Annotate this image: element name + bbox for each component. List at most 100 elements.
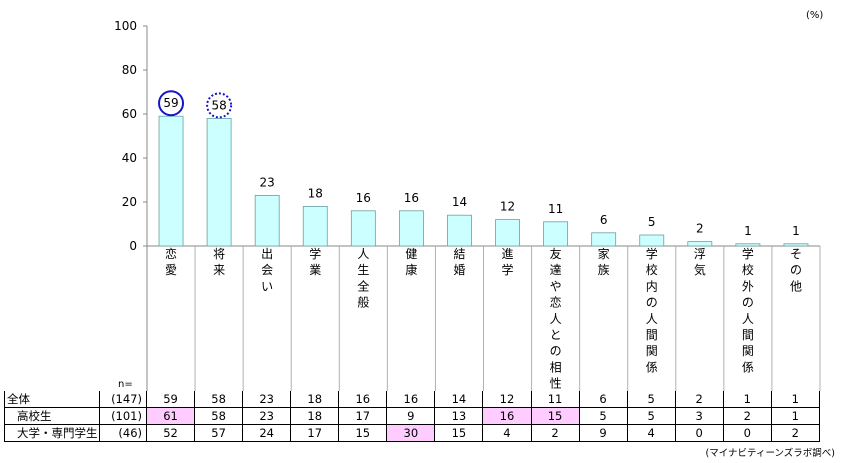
row-label: 全体 xyxy=(4,391,100,408)
value-label: 59 xyxy=(163,96,178,110)
value-label: 1 xyxy=(792,224,800,238)
row-n: (101) xyxy=(99,407,147,425)
n-label: n= xyxy=(118,379,133,390)
table-cell: 18 xyxy=(290,407,340,425)
table-cell: 15 xyxy=(434,424,484,442)
circle-annotation xyxy=(158,90,185,117)
table-row: 高校生 (101) 61 58 23 18 17 9 13 16 15 5 5 3 2 1 xyxy=(4,407,820,425)
table-cell: 58 xyxy=(194,391,244,408)
bar xyxy=(639,234,665,247)
y-tick-label: 20 xyxy=(122,195,137,209)
table-cell: 59 xyxy=(145,391,196,408)
bar xyxy=(206,118,232,247)
table-cell: 5 xyxy=(578,407,628,425)
bar xyxy=(687,241,713,247)
bars xyxy=(158,115,809,247)
x-tick-label: 学校外の人間関係 xyxy=(742,246,754,374)
table-cell: 24 xyxy=(242,424,292,442)
bar xyxy=(158,115,184,247)
table-cell: 16 xyxy=(338,391,388,408)
table-row: 大学・専門学生 (46) 52 57 24 17 15 30 15 4 2 9 4 0 0 2 xyxy=(4,424,820,442)
table-cell: 30 xyxy=(386,424,436,442)
x-tick-label: 学校内の人間関係 xyxy=(646,246,658,374)
x-tick-label: 友達や恋人との相性 xyxy=(550,247,562,391)
source-note: (マイナビティーンズラボ調べ) xyxy=(705,448,836,459)
table-cell: 16 xyxy=(386,391,436,408)
x-tick-label: 家族 xyxy=(598,246,610,277)
table-cell: 13 xyxy=(434,407,484,425)
table-cell: 52 xyxy=(145,424,196,442)
table-cell: 1 xyxy=(722,391,772,408)
table-cell: 17 xyxy=(290,424,340,442)
bar xyxy=(543,221,569,247)
table-cell: 23 xyxy=(242,391,292,408)
dotted-circle-annotation xyxy=(206,92,233,119)
x-tick-labels: 恋愛 将来 出会い 学業 人生全般 健康 結婚 進学 友達や恋人との相性 家族 学校内の人間関係 浮気… xyxy=(165,246,802,391)
table-cell: 5 xyxy=(626,391,676,408)
y-tick-label: 60 xyxy=(122,107,137,121)
value-label: 18 xyxy=(308,186,323,200)
table-cell: 1 xyxy=(770,391,820,408)
table-cell: 23 xyxy=(242,407,292,425)
table-cell: 11 xyxy=(530,391,580,408)
table-cell: 14 xyxy=(434,391,484,408)
table-cell: 16 xyxy=(482,407,532,425)
table-cell: 9 xyxy=(386,407,436,425)
bar xyxy=(735,243,761,247)
table-cell: 6 xyxy=(578,391,628,408)
bar xyxy=(783,243,809,247)
x-tick-label: 恋愛 xyxy=(165,246,177,277)
table-cell: 4 xyxy=(626,424,676,442)
row-label: 高校生 xyxy=(4,407,100,425)
table-cell: 12 xyxy=(482,391,532,408)
table-cell: 2 xyxy=(770,424,820,442)
table-cell: 9 xyxy=(578,424,628,442)
bar xyxy=(447,214,472,247)
value-label: 6 xyxy=(600,213,608,227)
row-n: (147) xyxy=(99,391,147,408)
value-label: 5 xyxy=(648,215,656,229)
bar xyxy=(254,194,280,247)
bar xyxy=(495,219,520,247)
value-label: 23 xyxy=(260,175,275,189)
value-label: 58 xyxy=(211,98,226,112)
table-cell: 17 xyxy=(338,407,388,425)
bar xyxy=(591,232,617,247)
value-label: 16 xyxy=(356,191,371,205)
x-tick-label: 進学 xyxy=(502,247,514,277)
table-cell: 2 xyxy=(722,407,772,425)
table-cell: 18 xyxy=(290,391,340,408)
table-cell: 0 xyxy=(674,424,724,442)
data-table: 全体 (147) 59 58 23 18 16 16 14 12 11 6 5 2 1 1 高校生 (101) 61… xyxy=(4,391,820,442)
x-tick-label: 健康 xyxy=(405,247,417,277)
table-row: 全体 (147) 59 58 23 18 16 16 14 12 11 6 5 2 1 1 xyxy=(4,391,820,408)
x-tick-label: 浮気 xyxy=(694,247,706,277)
value-label: 12 xyxy=(500,200,515,214)
table-cell: 58 xyxy=(194,407,244,425)
category-dividers xyxy=(194,246,821,391)
x-tick-label: その他 xyxy=(790,247,802,293)
row-label: 大学・専門学生 xyxy=(4,424,100,442)
bar xyxy=(302,205,328,247)
value-label: 1 xyxy=(744,224,752,238)
row-n: (46) xyxy=(99,424,147,442)
x-tick-label: 学業 xyxy=(309,246,321,277)
table-cell: 0 xyxy=(722,424,772,442)
y-tick-label: 0 xyxy=(129,239,137,253)
table-cell: 1 xyxy=(770,407,820,425)
table-cell: 2 xyxy=(530,424,580,442)
x-tick-label: 出会い xyxy=(261,247,273,293)
x-tick-label: 将来 xyxy=(213,247,225,277)
table-cell: 57 xyxy=(194,424,244,442)
bar xyxy=(350,210,376,247)
table-cell: 15 xyxy=(530,407,580,425)
x-tick-label: 人生全般 xyxy=(357,247,369,310)
y-tick-label: 80 xyxy=(122,63,137,77)
bar xyxy=(398,210,424,247)
y-tick-label: 100 xyxy=(114,19,137,33)
table-cell: 15 xyxy=(338,424,388,442)
unit-label: (%) xyxy=(806,10,824,21)
table-cell: 2 xyxy=(674,391,724,408)
